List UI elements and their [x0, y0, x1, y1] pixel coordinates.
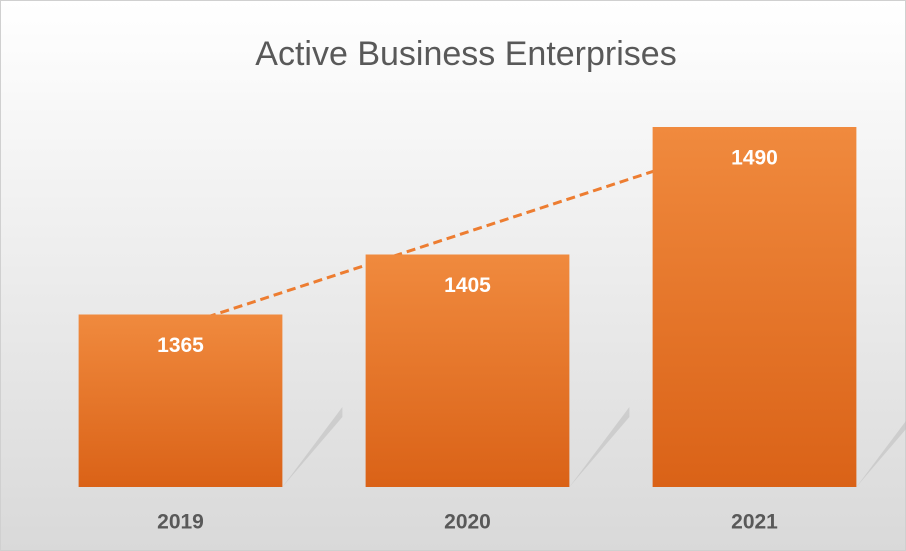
bar-shadow: [856, 420, 906, 487]
bar-shadow: [569, 407, 630, 487]
value-label: 1490: [731, 147, 778, 170]
bar-shadow: [282, 407, 343, 487]
x-tick-label: 2021: [731, 511, 778, 534]
bar: [78, 314, 283, 487]
chart-title: Active Business Enterprises: [255, 35, 676, 73]
bar: [365, 254, 570, 487]
bar: [652, 127, 857, 487]
x-tick-label: 2019: [157, 511, 204, 534]
x-tick-label: 2020: [444, 511, 491, 534]
value-label: 1405: [444, 274, 491, 297]
trendline: [180, 136, 755, 328]
value-label: 1365: [157, 334, 204, 357]
